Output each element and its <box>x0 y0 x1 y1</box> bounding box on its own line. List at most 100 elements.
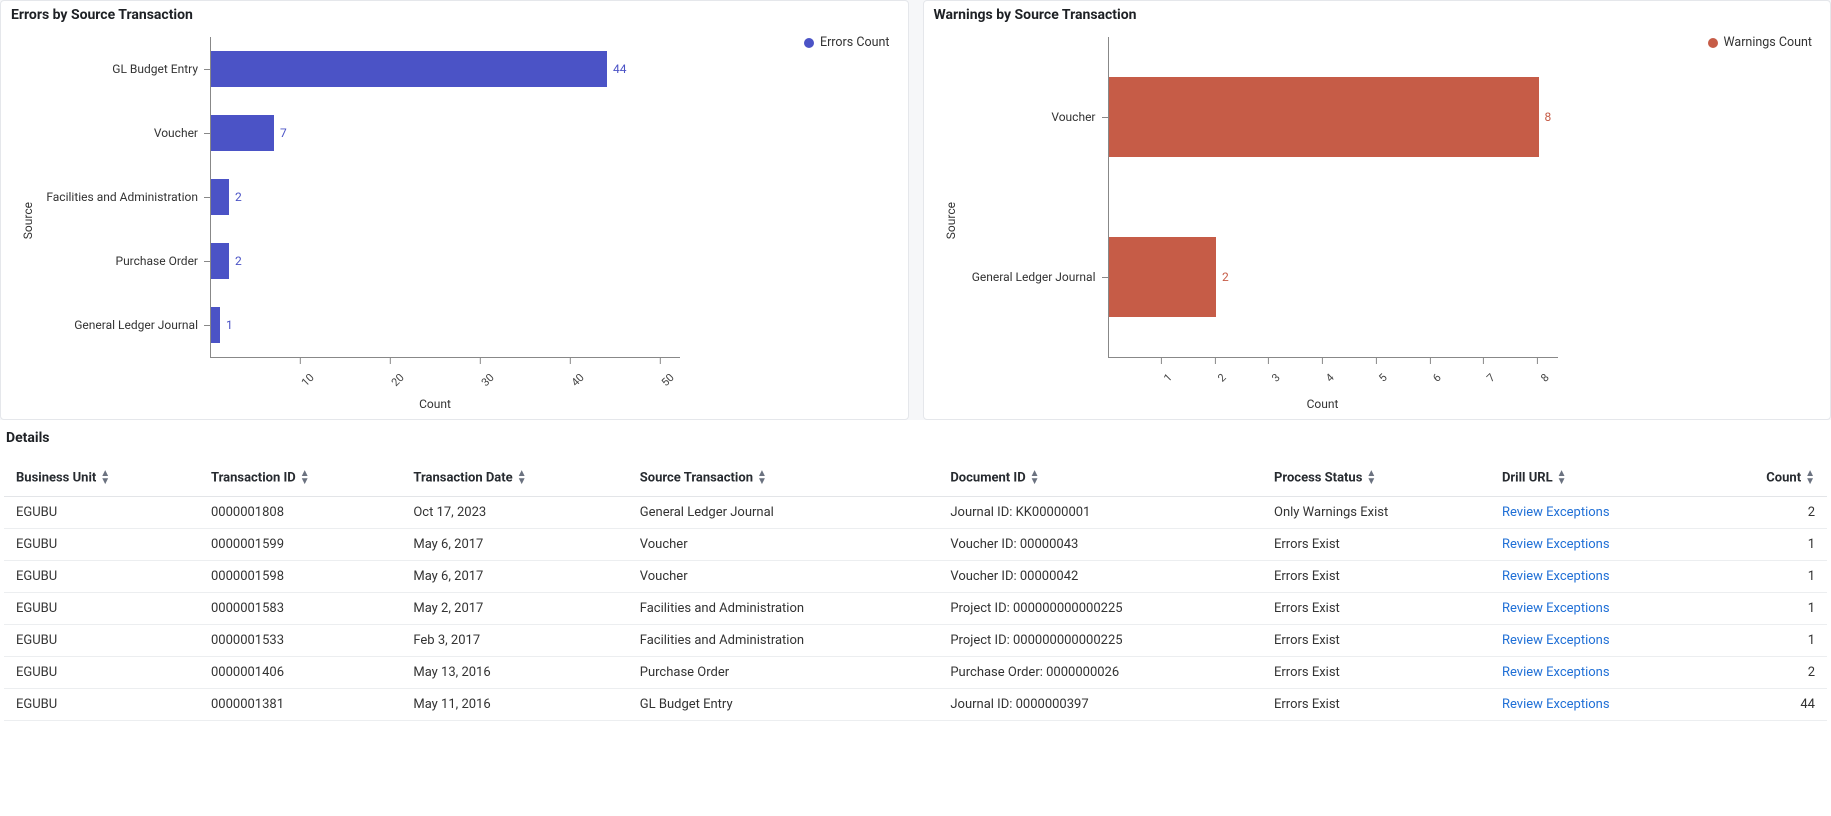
bar-category-label: General Ledger Journal <box>962 270 1102 284</box>
sort-icon[interactable]: ▲▼ <box>1366 470 1376 486</box>
sort-icon[interactable]: ▲▼ <box>1557 470 1567 486</box>
bar[interactable] <box>211 243 229 279</box>
bar-row[interactable]: Facilities and Administration2 <box>39 165 898 229</box>
bars-area: Voucher8General Ledger Journal212345678C… <box>962 31 1821 411</box>
bar-row[interactable]: Voucher8 <box>962 37 1821 197</box>
x-tick: 8 <box>1534 358 1540 377</box>
cell-src: Purchase Order <box>628 657 939 689</box>
table-row: EGUBU0000001598May 6, 2017VoucherVoucher… <box>4 561 1827 593</box>
table-row: EGUBU0000001808Oct 17, 2023General Ledge… <box>4 497 1827 529</box>
cell-txid: 0000001808 <box>199 497 401 529</box>
review-exceptions-link[interactable]: Review Exceptions <box>1502 633 1610 648</box>
cell-count: 1 <box>1707 561 1827 593</box>
column-header-txid[interactable]: Transaction ID▲▼ <box>199 460 401 497</box>
bar[interactable] <box>211 51 607 87</box>
bar-category-label: GL Budget Entry <box>39 62 204 76</box>
bar[interactable] <box>1109 237 1217 317</box>
column-header-drill[interactable]: Drill URL▲▼ <box>1490 460 1707 497</box>
cell-bu: EGUBU <box>4 529 199 561</box>
bar-row[interactable]: General Ledger Journal2 <box>962 197 1821 357</box>
cell-docid: Voucher ID: 00000042 <box>938 561 1262 593</box>
cell-txid: 0000001599 <box>199 529 401 561</box>
cell-bu: EGUBU <box>4 561 199 593</box>
warnings-chart-card: Warnings by Source Transaction Warnings … <box>923 0 1831 420</box>
cell-docid: Voucher ID: 00000043 <box>938 529 1262 561</box>
cell-count: 1 <box>1707 593 1827 625</box>
cell-docid: Journal ID: KK00000001 <box>938 497 1262 529</box>
bar[interactable] <box>1109 77 1539 157</box>
column-header-docid[interactable]: Document ID▲▼ <box>938 460 1262 497</box>
sort-icon[interactable]: ▲▼ <box>757 470 767 486</box>
bar[interactable] <box>211 179 229 215</box>
cell-drill: Review Exceptions <box>1490 529 1707 561</box>
cell-src: Voucher <box>628 529 939 561</box>
cell-src: Voucher <box>628 561 939 593</box>
cell-pstat: Only Warnings Exist <box>1262 497 1490 529</box>
review-exceptions-link[interactable]: Review Exceptions <box>1502 601 1610 616</box>
sort-icon[interactable]: ▲▼ <box>517 470 527 486</box>
errors-chart-card: Errors by Source Transaction Errors Coun… <box>0 0 909 420</box>
errors-chart-body: Source GL Budget Entry44Voucher7Faciliti… <box>11 31 898 411</box>
cell-src: GL Budget Entry <box>628 689 939 721</box>
cell-drill: Review Exceptions <box>1490 689 1707 721</box>
bar-row[interactable]: GL Budget Entry44 <box>39 37 898 101</box>
column-header-pstat[interactable]: Process Status▲▼ <box>1262 460 1490 497</box>
table-row: EGUBU0000001406May 13, 2016Purchase Orde… <box>4 657 1827 689</box>
x-axis-label: Count <box>1108 397 1538 411</box>
column-header-count[interactable]: Count▲▼ <box>1707 460 1827 497</box>
cell-count: 1 <box>1707 625 1827 657</box>
cell-count: 2 <box>1707 657 1827 689</box>
bar[interactable] <box>211 115 274 151</box>
cell-bu: EGUBU <box>4 625 199 657</box>
cell-bu: EGUBU <box>4 657 199 689</box>
review-exceptions-link[interactable]: Review Exceptions <box>1502 569 1610 584</box>
cell-txdate: May 6, 2017 <box>401 529 627 561</box>
bar-track: 2 <box>210 229 898 293</box>
details-title: Details <box>6 430 1827 446</box>
cell-bu: EGUBU <box>4 497 199 529</box>
cell-pstat: Errors Exist <box>1262 689 1490 721</box>
bar-track: 1 <box>210 293 898 357</box>
cell-pstat: Errors Exist <box>1262 593 1490 625</box>
warnings-chart-title: Warnings by Source Transaction <box>934 7 1821 23</box>
bar[interactable] <box>211 307 220 343</box>
bar-value-label: 7 <box>280 126 287 140</box>
x-axis: 1020304050 <box>210 357 680 397</box>
cell-pstat: Errors Exist <box>1262 529 1490 561</box>
x-tick: 6 <box>1427 358 1433 377</box>
bar-row[interactable]: Voucher7 <box>39 101 898 165</box>
column-header-txdate[interactable]: Transaction Date ▲▼ <box>401 460 627 497</box>
bar-row[interactable]: Purchase Order2 <box>39 229 898 293</box>
sort-icon[interactable]: ▲▼ <box>1030 470 1040 486</box>
bar-category-label: General Ledger Journal <box>39 318 204 332</box>
cell-pstat: Errors Exist <box>1262 561 1490 593</box>
column-header-label: Transaction Date <box>413 470 512 485</box>
sort-icon[interactable]: ▲▼ <box>300 470 310 486</box>
x-axis-label: Count <box>210 397 660 411</box>
cell-txid: 0000001598 <box>199 561 401 593</box>
cell-pstat: Errors Exist <box>1262 625 1490 657</box>
column-header-src[interactable]: Source Transaction▲▼ <box>628 460 939 497</box>
table-row: EGUBU0000001533Feb 3, 2017Facilities and… <box>4 625 1827 657</box>
column-header-bu[interactable]: Business Unit▲▼ <box>4 460 199 497</box>
cell-txdate: Oct 17, 2023 <box>401 497 627 529</box>
cell-txdate: May 11, 2016 <box>401 689 627 721</box>
cell-drill: Review Exceptions <box>1490 657 1707 689</box>
dashboard: Errors by Source Transaction Errors Coun… <box>0 0 1831 721</box>
review-exceptions-link[interactable]: Review Exceptions <box>1502 505 1610 520</box>
cell-docid: Project ID: 000000000000225 <box>938 593 1262 625</box>
bar-value-label: 1 <box>226 318 233 332</box>
bar-row[interactable]: General Ledger Journal 1 <box>39 293 898 357</box>
sort-icon[interactable]: ▲▼ <box>1805 470 1815 486</box>
review-exceptions-link[interactable]: Review Exceptions <box>1502 537 1610 552</box>
bar-value-label: 2 <box>235 190 242 204</box>
cell-txid: 0000001583 <box>199 593 401 625</box>
review-exceptions-link[interactable]: Review Exceptions <box>1502 665 1610 680</box>
cell-txid: 0000001406 <box>199 657 401 689</box>
bar-track: 2 <box>210 165 898 229</box>
review-exceptions-link[interactable]: Review Exceptions <box>1502 697 1610 712</box>
sort-icon[interactable]: ▲▼ <box>100 470 110 486</box>
x-tick: 4 <box>1319 358 1325 377</box>
cell-src: General Ledger Journal <box>628 497 939 529</box>
x-tick: 40 <box>564 358 576 377</box>
